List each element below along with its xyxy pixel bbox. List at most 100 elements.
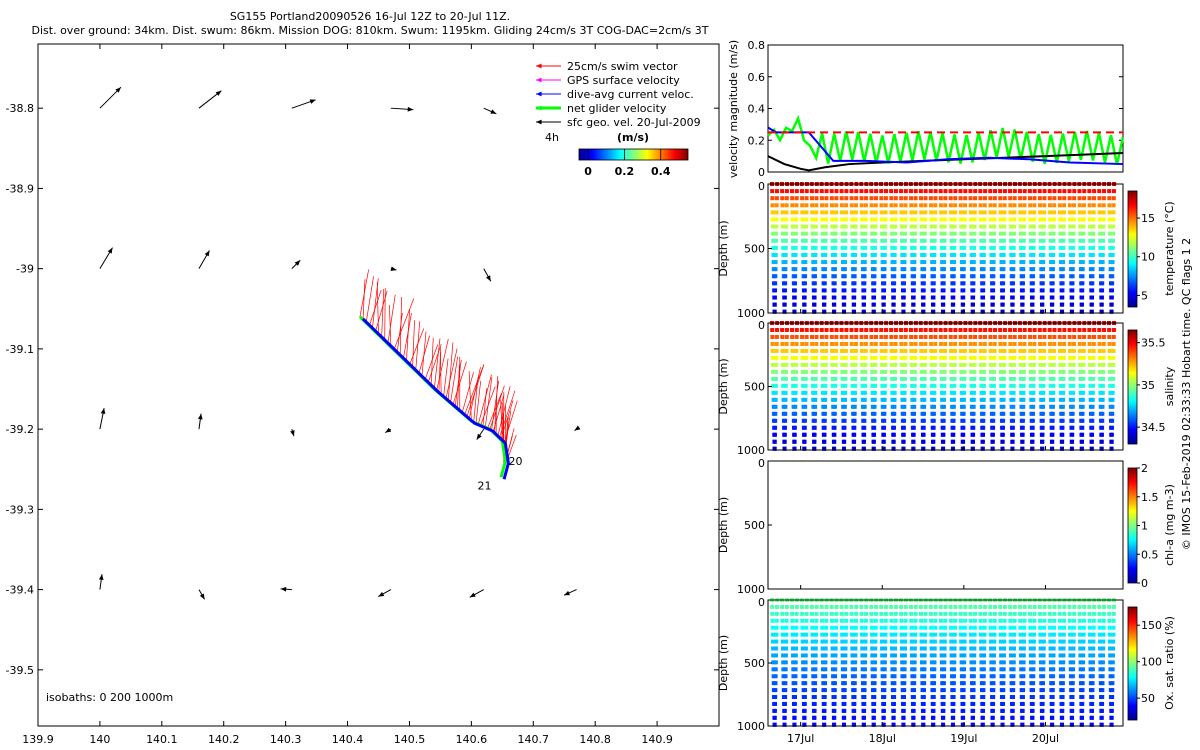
profile-point [992,224,997,229]
profile-point [830,632,835,637]
profile-point [1090,281,1095,286]
profile-point [992,646,997,651]
profile-point [1038,618,1043,623]
profile-point [1107,369,1112,374]
profile-point [903,646,908,651]
profile-point [929,639,934,644]
profile-point [862,688,867,693]
geo-velocity-arrow [378,589,392,598]
profile-point [889,217,894,222]
profile-point [1011,681,1016,686]
profile-point [920,397,925,402]
profile-point [1087,189,1092,194]
profile-point [1091,618,1096,623]
profile-point [830,224,835,229]
profile-point [1061,231,1066,236]
profile-point [822,288,827,293]
profile-point [932,639,937,644]
profile-point [881,295,886,300]
profile-point [922,390,927,395]
profile-point [861,715,866,720]
profile-point [971,688,976,693]
profile-point [879,611,884,616]
profile-point [1101,231,1106,236]
profile-point [1091,376,1096,381]
profile-point [921,295,926,300]
profile-point [1012,196,1017,201]
profile-point [852,274,857,279]
profile-point [962,660,967,665]
profile-point [793,695,798,700]
profile-point [1002,632,1007,637]
profile-point [912,245,917,250]
profile-point [1000,309,1005,314]
profile-point [843,383,848,388]
profile-point [942,653,947,658]
profile-point [863,362,868,367]
profile-point [814,203,819,208]
profile-point [1090,274,1095,279]
profile-point [810,660,815,665]
profile-point [804,224,809,229]
profile-point [909,355,914,360]
profile-point [958,189,963,194]
profile-point [892,695,897,700]
profile-point [988,604,993,609]
map-xtick-label: 139.9 [22,733,54,746]
profile-point [780,604,785,609]
profile-point [1002,362,1007,367]
profile-point [780,217,785,222]
profile-point [1012,611,1017,616]
profile-point [882,260,887,265]
profile-point [840,376,845,381]
profile-point [1031,260,1036,265]
profile-point [862,274,867,279]
profile-point [921,432,926,437]
profile-point [982,639,987,644]
profile-point [998,341,1003,346]
profile-point [951,281,956,286]
profile-point [911,439,916,444]
profile-point [1100,252,1105,257]
profile-point [942,231,947,236]
profile-point [819,196,824,201]
profile-point [781,245,786,250]
profile-point [961,418,966,423]
profile-point [791,390,796,395]
profile-point [919,238,924,243]
profile-point [839,341,844,346]
profile-point [979,674,984,679]
profile-point [1097,611,1102,616]
profile-point [963,604,968,609]
profile-point [813,260,818,265]
profile-point [830,348,835,353]
profile-point [1078,660,1083,665]
profile-point [773,260,778,265]
profile-point [870,397,875,402]
profile-point [919,611,924,616]
profile-point [1012,355,1017,360]
profile-point [1032,334,1037,339]
profile-point [862,701,867,706]
profile-point [872,411,877,416]
profile-point [889,625,894,630]
profile-point [953,334,958,339]
profile-point [903,625,908,630]
profile-point [879,632,884,637]
profile-point [1088,238,1093,243]
profile-point [774,334,779,339]
profile-point [844,196,849,201]
profile-point [959,667,964,672]
profile-point [1002,210,1007,215]
profile-point [1048,646,1053,651]
profile-point [823,681,828,686]
profile-point [802,288,807,293]
profile-point [833,260,838,265]
profile-point [861,302,866,307]
profile-point [929,362,934,367]
profile-point [1008,639,1013,644]
profile-point [853,646,858,651]
profile-point [1008,625,1013,630]
profile-point [772,715,777,720]
